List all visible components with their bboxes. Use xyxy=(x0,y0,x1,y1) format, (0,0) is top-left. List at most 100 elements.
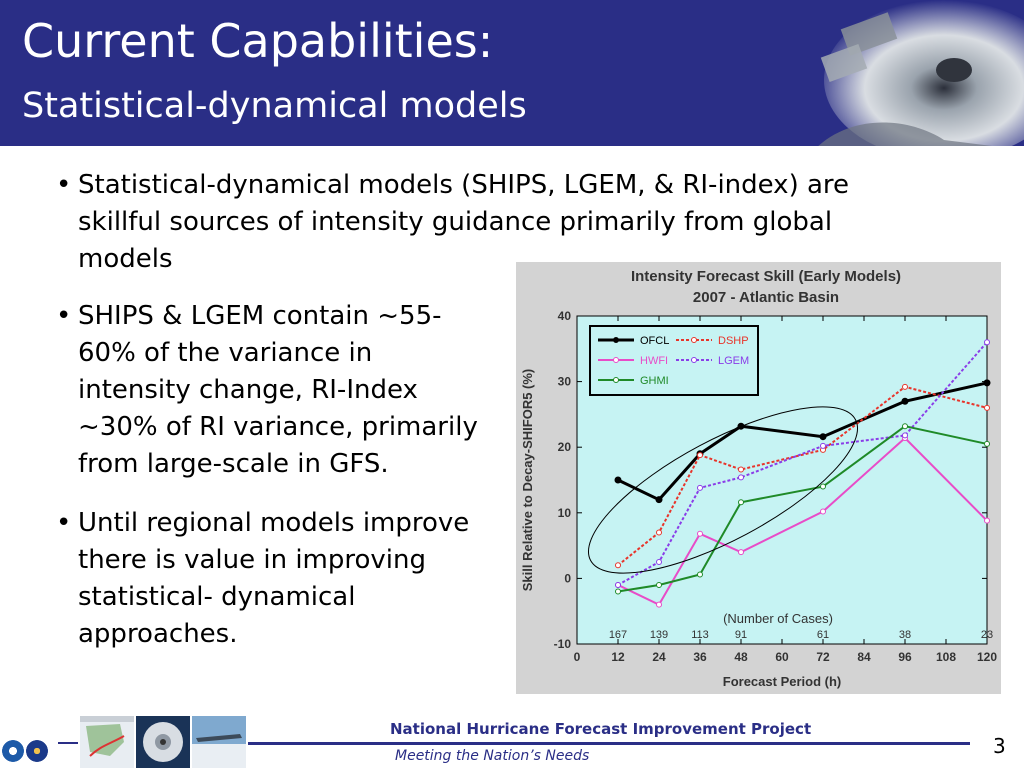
chart-title: Intensity Forecast Skill (Early Models) xyxy=(631,268,901,285)
y-tick-label: -10 xyxy=(554,637,572,651)
data-point-ofcl xyxy=(983,379,991,387)
data-point-ghmi xyxy=(820,483,826,490)
data-point-lgem xyxy=(656,559,662,565)
noaa-logo-icon xyxy=(2,740,24,762)
slide-header: Current Capabilities: Statistical-dynami… xyxy=(0,0,1024,146)
x-tick-label: 12 xyxy=(611,650,625,664)
data-point-ofcl xyxy=(614,476,622,484)
x-tick-label: 84 xyxy=(857,650,871,664)
data-point-ofcl xyxy=(655,496,663,504)
bullet-2: • SHIPS & LGEM contain ~55- 60% of the v… xyxy=(56,298,478,483)
data-point-hwfi xyxy=(738,549,744,556)
x-tick-label: 120 xyxy=(977,650,997,664)
case-count-label: 139 xyxy=(650,629,668,641)
data-point-ghmi xyxy=(656,581,662,588)
legend-marker xyxy=(613,337,619,343)
highlight-ellipse xyxy=(587,406,859,574)
legend-label-ghmi: GHMI xyxy=(640,375,669,387)
data-point-hwfi xyxy=(656,601,662,608)
bullet-2-line: intensity change, RI-Index xyxy=(78,375,418,405)
data-point-hwfi xyxy=(984,517,990,524)
x-tick-label: 0 xyxy=(574,650,581,664)
bullet-3-line: Until regional models improve xyxy=(78,508,470,538)
page-number: 3 xyxy=(993,734,1006,758)
legend-marker xyxy=(691,337,697,343)
bullet-2-line: 60% of the variance in xyxy=(78,338,373,368)
bullet-3-line: statistical- dynamical xyxy=(78,582,356,612)
data-point-dshp xyxy=(656,529,662,536)
x-tick-label: 48 xyxy=(734,650,748,664)
chart-svg: Intensity Forecast Skill (Early Models) … xyxy=(520,268,998,689)
y-tick-label: 0 xyxy=(564,571,571,585)
commerce-seal-icon xyxy=(26,740,48,762)
data-point-dshp xyxy=(984,404,990,411)
y-tick-label: 10 xyxy=(558,506,572,520)
x-tick-label: 96 xyxy=(898,650,912,664)
bullet-3: • Until regional models improve there is… xyxy=(56,505,470,653)
x-tick-label: 36 xyxy=(693,650,707,664)
bullet-3-line: approaches. xyxy=(78,619,238,649)
bullet-dot: • xyxy=(56,301,72,331)
legend-label-ofcl: OFCL xyxy=(640,335,669,347)
footer-tagline: Meeting the Nation’s Needs xyxy=(395,748,590,764)
data-point-lgem xyxy=(697,484,703,491)
chart-subtitle: 2007 - Atlantic Basin xyxy=(693,289,839,306)
x-tick-label: 60 xyxy=(775,650,789,664)
x-tick-label: 24 xyxy=(652,650,666,664)
legend-label-lgem: LGEM xyxy=(718,355,749,367)
hurricane-satellite-thumbnail xyxy=(136,716,190,768)
data-point-ghmi xyxy=(984,440,990,447)
data-point-lgem xyxy=(615,581,621,588)
x-tick-label: 108 xyxy=(936,650,956,664)
cases-annotation: (Number of Cases) xyxy=(723,611,833,626)
bullet-2-line: ~30% of RI variance, primarily xyxy=(78,412,478,442)
bullet-3-line: there is value in improving xyxy=(78,545,427,575)
legend-label-hwfi: HWFI xyxy=(640,355,668,367)
data-point-lgem xyxy=(820,442,826,449)
data-point-dshp xyxy=(615,562,621,569)
slide-subtitle: Statistical-dynamical models xyxy=(22,86,527,126)
x-axis-label: Forecast Period (h) xyxy=(723,674,841,689)
case-count-label: 61 xyxy=(817,629,829,641)
data-point-ofcl xyxy=(901,397,909,405)
data-point-ghmi xyxy=(697,571,703,578)
y-tick-label: 30 xyxy=(558,375,572,389)
data-point-ghmi xyxy=(738,499,744,506)
y-axis-label: Skill Relative to Decay-SHIFOR5 (%) xyxy=(520,369,535,592)
hurricane-track-map-image xyxy=(80,716,134,768)
data-point-lgem xyxy=(902,432,908,439)
data-point-ghmi xyxy=(615,588,621,595)
hurricane-satellite-image xyxy=(818,0,1024,146)
footer-rule-left xyxy=(58,742,78,744)
chart-legend: OFCL DSHP HWFI LGEM GHMI xyxy=(589,325,759,396)
data-point-dshp xyxy=(697,452,703,459)
data-point-lgem xyxy=(738,474,744,481)
data-point-lgem xyxy=(984,339,990,346)
bullet-2-line: from large-scale in GFS. xyxy=(78,449,389,479)
data-point-hwfi xyxy=(820,508,826,515)
bullet-2-line: SHIPS & LGEM contain ~55- xyxy=(78,301,442,331)
case-count-label: 167 xyxy=(609,629,627,641)
case-counts: 167 139 113 91 61 38 23 xyxy=(609,629,993,641)
case-count-label: 23 xyxy=(981,629,993,641)
legend-marker xyxy=(613,377,619,383)
bullet-1-line: models xyxy=(78,244,173,274)
bullet-dot: • xyxy=(56,508,72,538)
legend-label-dshp: DSHP xyxy=(718,335,749,347)
legend-marker xyxy=(613,357,619,363)
data-point-dshp xyxy=(738,466,744,473)
intensity-skill-chart: Intensity Forecast Skill (Early Models) … xyxy=(516,262,1001,694)
footer-rule xyxy=(248,742,970,745)
footer-project-name: National Hurricane Forecast Improvement … xyxy=(390,720,812,738)
series-lines xyxy=(614,339,991,608)
bullet-dot: • xyxy=(56,170,72,200)
data-point-ghmi xyxy=(902,423,908,430)
bullet-1-line: Statistical-dynamical models (SHIPS, LGE… xyxy=(78,170,850,200)
case-count-label: 38 xyxy=(899,629,911,641)
x-tick-label: 72 xyxy=(816,650,830,664)
aircraft-photo-thumbnail xyxy=(192,716,246,768)
case-count-label: 91 xyxy=(735,629,747,641)
y-tick-label: 20 xyxy=(558,440,572,454)
legend-marker xyxy=(691,357,697,363)
